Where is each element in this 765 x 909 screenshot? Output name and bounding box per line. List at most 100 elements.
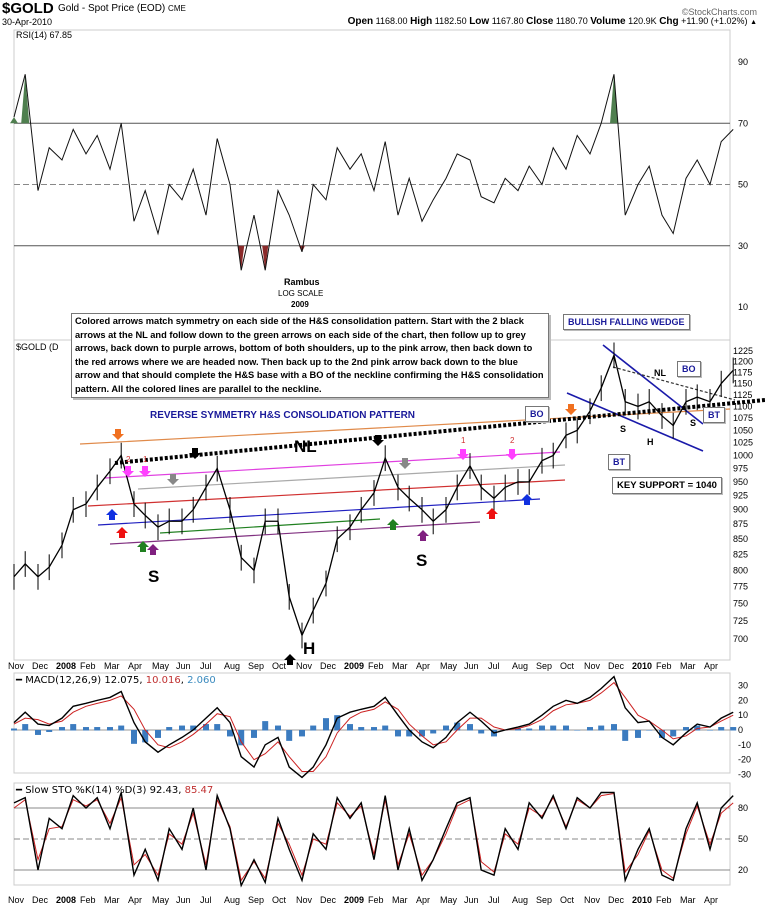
macd-histogram-bar [131, 730, 137, 744]
date-tick-label: Aug [512, 661, 528, 671]
rsi-line [13, 74, 734, 271]
macd-hist-value: 2.060 [187, 675, 216, 686]
date-tick-label: Oct [272, 895, 287, 905]
rsi-overbought-fill [21, 74, 30, 124]
pattern-title: REVERSE SYMMETRY H&S CONSOLIDATION PATTE… [150, 410, 416, 421]
macd-tick-label: -20 [738, 755, 751, 765]
quote-bar: Open 1168.00 High 1182.50 Low 1167.80 Cl… [348, 16, 757, 27]
date-tick-label: 2009 [344, 661, 364, 671]
date-tick-label: Nov [8, 895, 25, 905]
price-label: $GOLD (D [16, 342, 59, 352]
close-label: Close [526, 16, 554, 27]
macd-histogram-bar [635, 730, 641, 738]
date-tick-label: Jul [488, 895, 500, 905]
macd-histogram-bar [107, 727, 113, 731]
blue-arrow-up-icon [521, 494, 533, 505]
price-tick-label: 1225 [733, 346, 753, 356]
date-tick-label: Feb [368, 895, 384, 905]
macd-histogram-bar [419, 730, 425, 737]
price-axis: 700 725 750 775 800 825 850 875 900 925 950 975 1000… [733, 346, 753, 644]
left-shoulder-label: S [148, 567, 160, 586]
macd-histogram-bar [478, 730, 485, 734]
date-tick-label: Nov [584, 661, 601, 671]
open-label: Open [347, 16, 374, 27]
author-label: Rambus [284, 277, 320, 287]
date-tick-label: 2009 [344, 895, 364, 905]
price-tick-label: 950 [733, 477, 748, 487]
price-tick-label: 850 [733, 534, 748, 544]
annotation-note: Colored arrows match symmetry on each si… [71, 313, 549, 398]
macd-line [13, 675, 734, 779]
price-tick-label: 1025 [733, 438, 753, 448]
price-tick-label: 700 [733, 634, 748, 644]
macd-histogram-bar [190, 725, 197, 731]
macd-histogram-bar [574, 730, 581, 731]
macd-histogram-bar [611, 724, 617, 731]
macd-histogram-bar [358, 727, 365, 731]
macd-histogram-bar [142, 730, 149, 743]
date-tick-label: 2008 [56, 661, 76, 671]
bt-callout-1: BT [608, 454, 630, 470]
price-tick-label: 825 [733, 549, 748, 559]
date-tick-label: Jul [200, 895, 212, 905]
macd-label: ━ MACD(12,26,9) 12.075, 10.016, 2.060 [16, 675, 216, 686]
macd-tick-label: -10 [738, 740, 751, 750]
price-tick-label: 1175 [733, 367, 752, 377]
black-arrow-down-icon [372, 435, 384, 446]
orange-arrow-down-icon [565, 404, 577, 415]
macd-tick-label: 30 [738, 681, 748, 691]
date-tick-label: Dec [32, 895, 49, 905]
macd-histogram-bar [310, 725, 317, 731]
macd-histogram-bar [83, 727, 89, 731]
macd-histogram-bar [371, 727, 377, 731]
macd-histogram-bar [251, 730, 257, 738]
macd-histogram-bar [646, 730, 653, 731]
open-value: 1168.00 [375, 16, 408, 26]
log-scale-label: LOG SCALE [278, 289, 324, 298]
date-tick-label: Oct [272, 661, 287, 671]
macd-tick-label: 10 [738, 710, 748, 720]
date-tick-label: Nov [296, 895, 313, 905]
date-tick-label: 2010 [632, 895, 652, 905]
black-arrow-down-icon [189, 448, 201, 459]
date-tick-label: Nov [8, 661, 25, 671]
date-tick-label: Dec [32, 661, 49, 671]
sto-d-value: 85.47 [184, 785, 214, 796]
rsi-name: RSI(14) [16, 30, 48, 40]
high-value: 1182.50 [434, 16, 467, 26]
price-tick-label: 925 [733, 491, 748, 501]
rsi-tick-label: 90 [738, 57, 748, 67]
date-tick-label: May [152, 661, 170, 671]
rsi-overbought-fill [610, 74, 618, 124]
date-tick-label: Mar [392, 895, 408, 905]
macd-histogram-bar [526, 728, 533, 731]
date-tick-label: Oct [560, 895, 575, 905]
date-tick-label: Oct [560, 661, 575, 671]
price-tick-label: 1150 [733, 379, 752, 389]
pink-arrow-down-icon [457, 449, 469, 460]
macd-histogram-bar [598, 725, 605, 731]
exchange: CME [168, 4, 186, 13]
date-tick-label: Sep [536, 895, 552, 905]
macd-histogram-bar [707, 730, 713, 731]
date-tick-label: Nov [296, 661, 313, 671]
date-axes: Nov Dec 2008 Feb Mar Apr May Jun Jul Aug Sep Oct Nov… [8, 661, 718, 905]
macd-signal-value: 10.016 [145, 675, 181, 686]
date-tick-label: Sep [536, 661, 552, 671]
macd-histogram-bar [203, 724, 209, 731]
wedge-callout: BULLISH FALLING WEDGE [563, 314, 690, 330]
rsi-tick-label: 30 [738, 241, 748, 251]
macd-histogram-bar [262, 721, 269, 731]
volume-value: 120.9K [628, 16, 657, 26]
price-tick-label: 900 [733, 505, 748, 515]
macd-histogram-bar [730, 727, 737, 731]
date-tick-label: Dec [608, 895, 625, 905]
date-tick-label: Mar [680, 895, 696, 905]
macd-histogram-bar [670, 730, 677, 737]
date-tick-label: Feb [368, 661, 384, 671]
date-tick-label: 2010 [632, 661, 652, 671]
volume-label: Volume [590, 16, 626, 27]
green-arrow-up-icon [387, 519, 399, 530]
date-tick-label: Jun [176, 661, 191, 671]
